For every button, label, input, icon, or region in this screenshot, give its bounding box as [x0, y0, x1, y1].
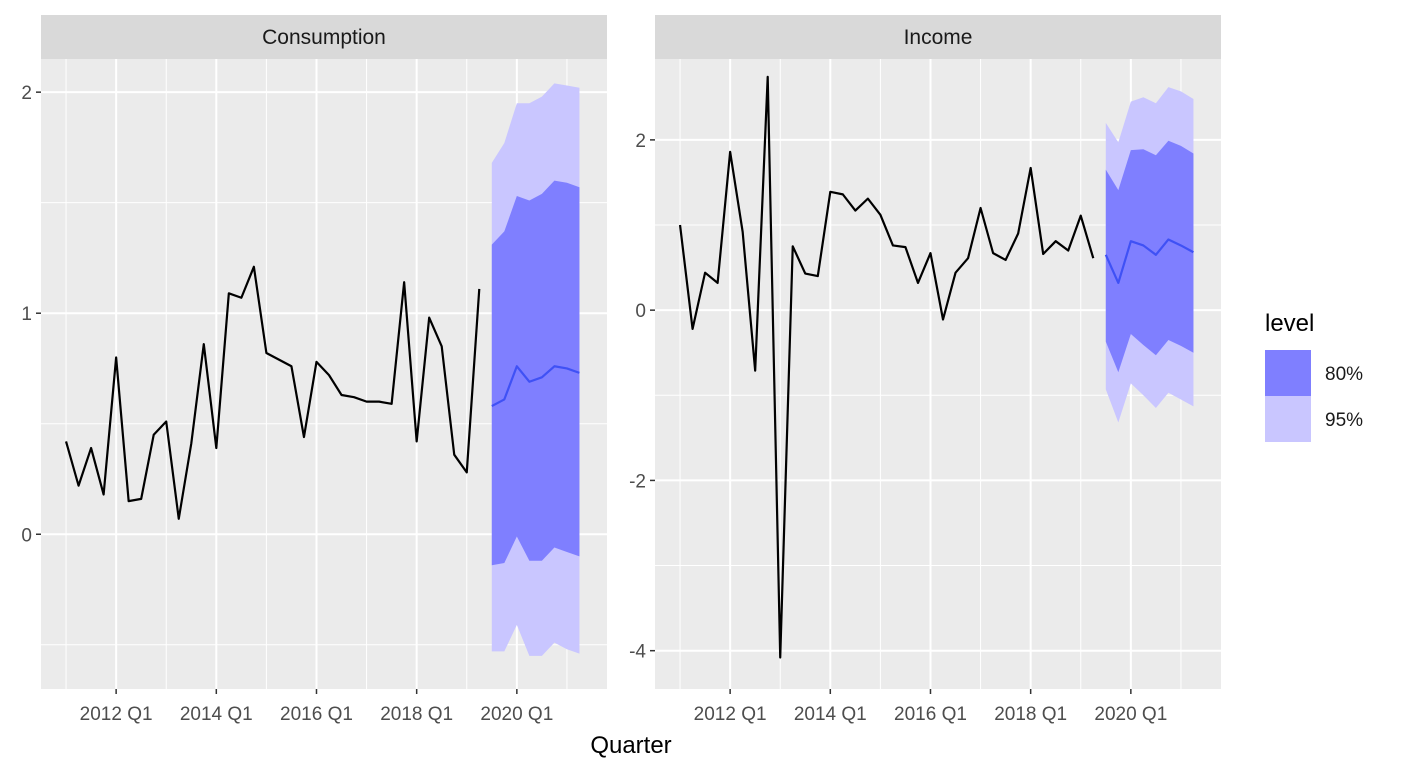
y-tick-label: -2 — [629, 471, 646, 492]
facet-strip — [655, 15, 1221, 59]
y-tick-label: 2 — [21, 83, 32, 104]
legend-key — [1265, 350, 1311, 396]
panel-content — [64, 83, 580, 656]
y-tick-label: 1 — [21, 304, 32, 325]
x-tick-label: 2018 Q1 — [380, 704, 453, 725]
x-tick-label: 2014 Q1 — [794, 704, 867, 725]
forecast-mean-line — [1104, 238, 1194, 285]
facet-title: Income — [904, 26, 973, 49]
legend-key — [1265, 396, 1311, 442]
band-80 — [1105, 140, 1194, 373]
band-80 — [491, 180, 580, 566]
x-tick-label: 2012 Q1 — [80, 704, 153, 725]
forecast-mean-line — [491, 365, 580, 408]
x-tick-label: 2018 Q1 — [994, 704, 1067, 725]
x-tick-label: 2012 Q1 — [694, 704, 767, 725]
panel-content — [678, 75, 1194, 659]
history-line — [64, 265, 481, 520]
x-tick-label: 2016 Q1 — [280, 704, 353, 725]
y-tick-label: -4 — [629, 642, 646, 663]
y-tick-label: 2 — [635, 131, 646, 152]
history-line — [678, 75, 1095, 659]
facet-title: Consumption — [262, 26, 386, 49]
panel-consumption: Consumption 0 1 2 2012 Q1 2014 Q1 2016 Q1 2018 … — [21, 15, 607, 725]
panel-income: Income -4 -2 0 2 2012 Q1 2014 Q1 2016 Q1 2018 Q1… — [629, 15, 1221, 725]
x-axis-title: Quarter — [590, 732, 671, 759]
x-tick-label: 2020 Q1 — [480, 704, 553, 725]
x-tick-label: 2016 Q1 — [894, 704, 967, 725]
y-tick-label: 0 — [21, 525, 32, 546]
legend-label: 80% — [1325, 364, 1363, 385]
legend: level 80% 95% — [1265, 310, 1363, 442]
y-tick-label: 0 — [635, 301, 646, 322]
legend-title: level — [1265, 310, 1314, 337]
legend-label: 95% — [1325, 410, 1363, 431]
x-tick-label: 2014 Q1 — [180, 704, 253, 725]
x-tick-label: 2020 Q1 — [1094, 704, 1167, 725]
facet-strip — [41, 15, 607, 59]
